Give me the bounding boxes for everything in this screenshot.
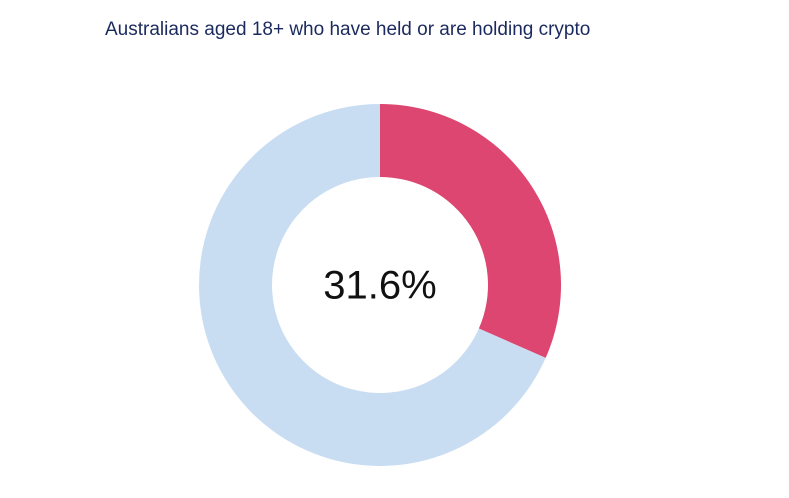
donut — [199, 104, 561, 467]
chart-title: Australians aged 18+ who have held or ar… — [105, 19, 590, 40]
donut-slice — [380, 104, 561, 358]
donut-slice — [199, 104, 546, 467]
center-label: 31.6% — [323, 264, 436, 308]
